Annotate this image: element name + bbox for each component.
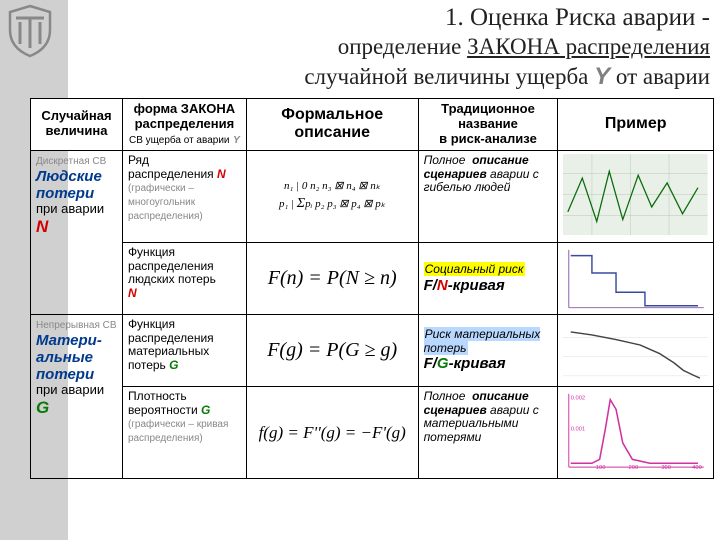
row-3: Непрерывная СВ Матери-альные потери при … bbox=[31, 314, 714, 386]
row-4: Плотность вероятности G (графически – кр… bbox=[31, 386, 714, 478]
th-variable: Случайная величина bbox=[31, 99, 123, 151]
cell-r3-form: Функция распределения материальных потер… bbox=[122, 314, 246, 386]
svg-text:200: 200 bbox=[629, 465, 639, 471]
chart-fn-curve-icon bbox=[563, 246, 708, 310]
svg-text:0.002: 0.002 bbox=[571, 395, 585, 401]
cell-r1-form: Ряд распределения N (графически – многоу… bbox=[122, 150, 246, 242]
chart-fg-curve-icon bbox=[563, 318, 708, 382]
cell-r3-name: Риск материальных потерь F/G-кривая bbox=[418, 314, 558, 386]
svg-text:100: 100 bbox=[596, 465, 606, 471]
cell-r4-chart: 0.002 0.001 100 200 300 400 bbox=[558, 386, 714, 478]
cell-r2-chart bbox=[558, 242, 714, 314]
title-line3: случайной величины ущерба Y от аварии bbox=[90, 62, 710, 92]
title-block: 1. Оценка Риска аварии - определение ЗАК… bbox=[90, 2, 710, 92]
header-row: Случайная величина форма ЗАКОНА распреде… bbox=[31, 99, 714, 151]
cell-r2-formula: F(n) = P(N ≥ n) bbox=[246, 242, 418, 314]
svg-text:300: 300 bbox=[662, 465, 672, 471]
svg-text:0.001: 0.001 bbox=[571, 426, 585, 432]
th-form: форма ЗАКОНА распределения СВ ущерба от … bbox=[122, 99, 246, 151]
cell-r4-name: Полное описание сценариев аварии с матер… bbox=[418, 386, 558, 478]
cell-r2-form: Функция распределения людских потерь N bbox=[122, 242, 246, 314]
cell-r4-formula: f(g) = F''(g) = −F'(g) bbox=[246, 386, 418, 478]
row-2: Функция распределения людских потерь N F… bbox=[31, 242, 714, 314]
th-example: Пример bbox=[558, 99, 714, 151]
main-table: Случайная величина форма ЗАКОНА распреде… bbox=[30, 98, 714, 479]
cell-r3-chart bbox=[558, 314, 714, 386]
cell-continuous-var: Непрерывная СВ Матери-альные потери при … bbox=[31, 314, 123, 478]
row-1: Дискретная СВ Людские потери при аварии … bbox=[31, 150, 714, 242]
shield-logo-icon bbox=[6, 4, 54, 58]
chart-scenarios-icon bbox=[563, 154, 708, 235]
cell-discrete-var: Дискретная СВ Людские потери при аварии … bbox=[31, 150, 123, 314]
cell-r4-form: Плотность вероятности G (графически – кр… bbox=[122, 386, 246, 478]
svg-text:400: 400 bbox=[693, 465, 703, 471]
th-formal: Формальное описание bbox=[246, 99, 418, 151]
th-traditional: Традиционное название в риск-анализе bbox=[418, 99, 558, 151]
cell-r2-name: Социальный риск F/N-кривая bbox=[418, 242, 558, 314]
chart-density-icon: 0.002 0.001 100 200 300 400 bbox=[563, 390, 708, 471]
title-line2: определение ЗАКОНА распределения bbox=[90, 33, 710, 62]
cell-r1-name: Полное описание сценариев аварии с гибел… bbox=[418, 150, 558, 242]
cell-r1-formula: n₁ | 0 n₂ n₃ ⊠ n₄ ⊠ nₖ p₁ | Σpᵢ p₂ p₃ ⊠ … bbox=[246, 150, 418, 242]
title-line1: 1. Оценка Риска аварии - bbox=[90, 2, 710, 33]
cell-r3-formula: F(g) = P(G ≥ g) bbox=[246, 314, 418, 386]
cell-r1-chart bbox=[558, 150, 714, 242]
